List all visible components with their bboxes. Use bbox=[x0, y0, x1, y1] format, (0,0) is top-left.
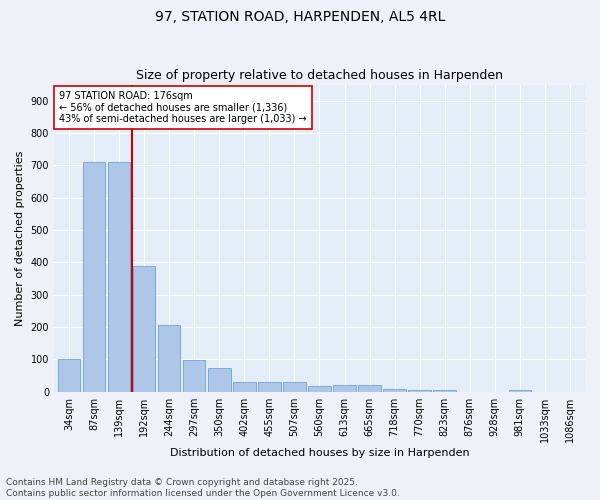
Bar bbox=[83, 162, 105, 392]
Bar bbox=[308, 386, 331, 392]
Bar bbox=[258, 382, 281, 392]
Bar bbox=[383, 389, 406, 392]
Text: Contains HM Land Registry data © Crown copyright and database right 2025.
Contai: Contains HM Land Registry data © Crown c… bbox=[6, 478, 400, 498]
Bar bbox=[509, 390, 531, 392]
Bar bbox=[183, 360, 205, 392]
X-axis label: Distribution of detached houses by size in Harpenden: Distribution of detached houses by size … bbox=[170, 448, 469, 458]
Bar bbox=[108, 162, 130, 392]
Bar bbox=[333, 386, 356, 392]
Title: Size of property relative to detached houses in Harpenden: Size of property relative to detached ho… bbox=[136, 69, 503, 82]
Text: 97, STATION ROAD, HARPENDEN, AL5 4RL: 97, STATION ROAD, HARPENDEN, AL5 4RL bbox=[155, 10, 445, 24]
Bar bbox=[358, 386, 381, 392]
Bar bbox=[233, 382, 256, 392]
Bar bbox=[433, 390, 456, 392]
Bar bbox=[208, 368, 230, 392]
Bar bbox=[409, 390, 431, 392]
Bar bbox=[158, 325, 181, 392]
Bar bbox=[133, 266, 155, 392]
Bar bbox=[283, 382, 305, 392]
Y-axis label: Number of detached properties: Number of detached properties bbox=[15, 150, 25, 326]
Text: 97 STATION ROAD: 176sqm
← 56% of detached houses are smaller (1,336)
43% of semi: 97 STATION ROAD: 176sqm ← 56% of detache… bbox=[59, 90, 307, 124]
Bar bbox=[58, 359, 80, 392]
